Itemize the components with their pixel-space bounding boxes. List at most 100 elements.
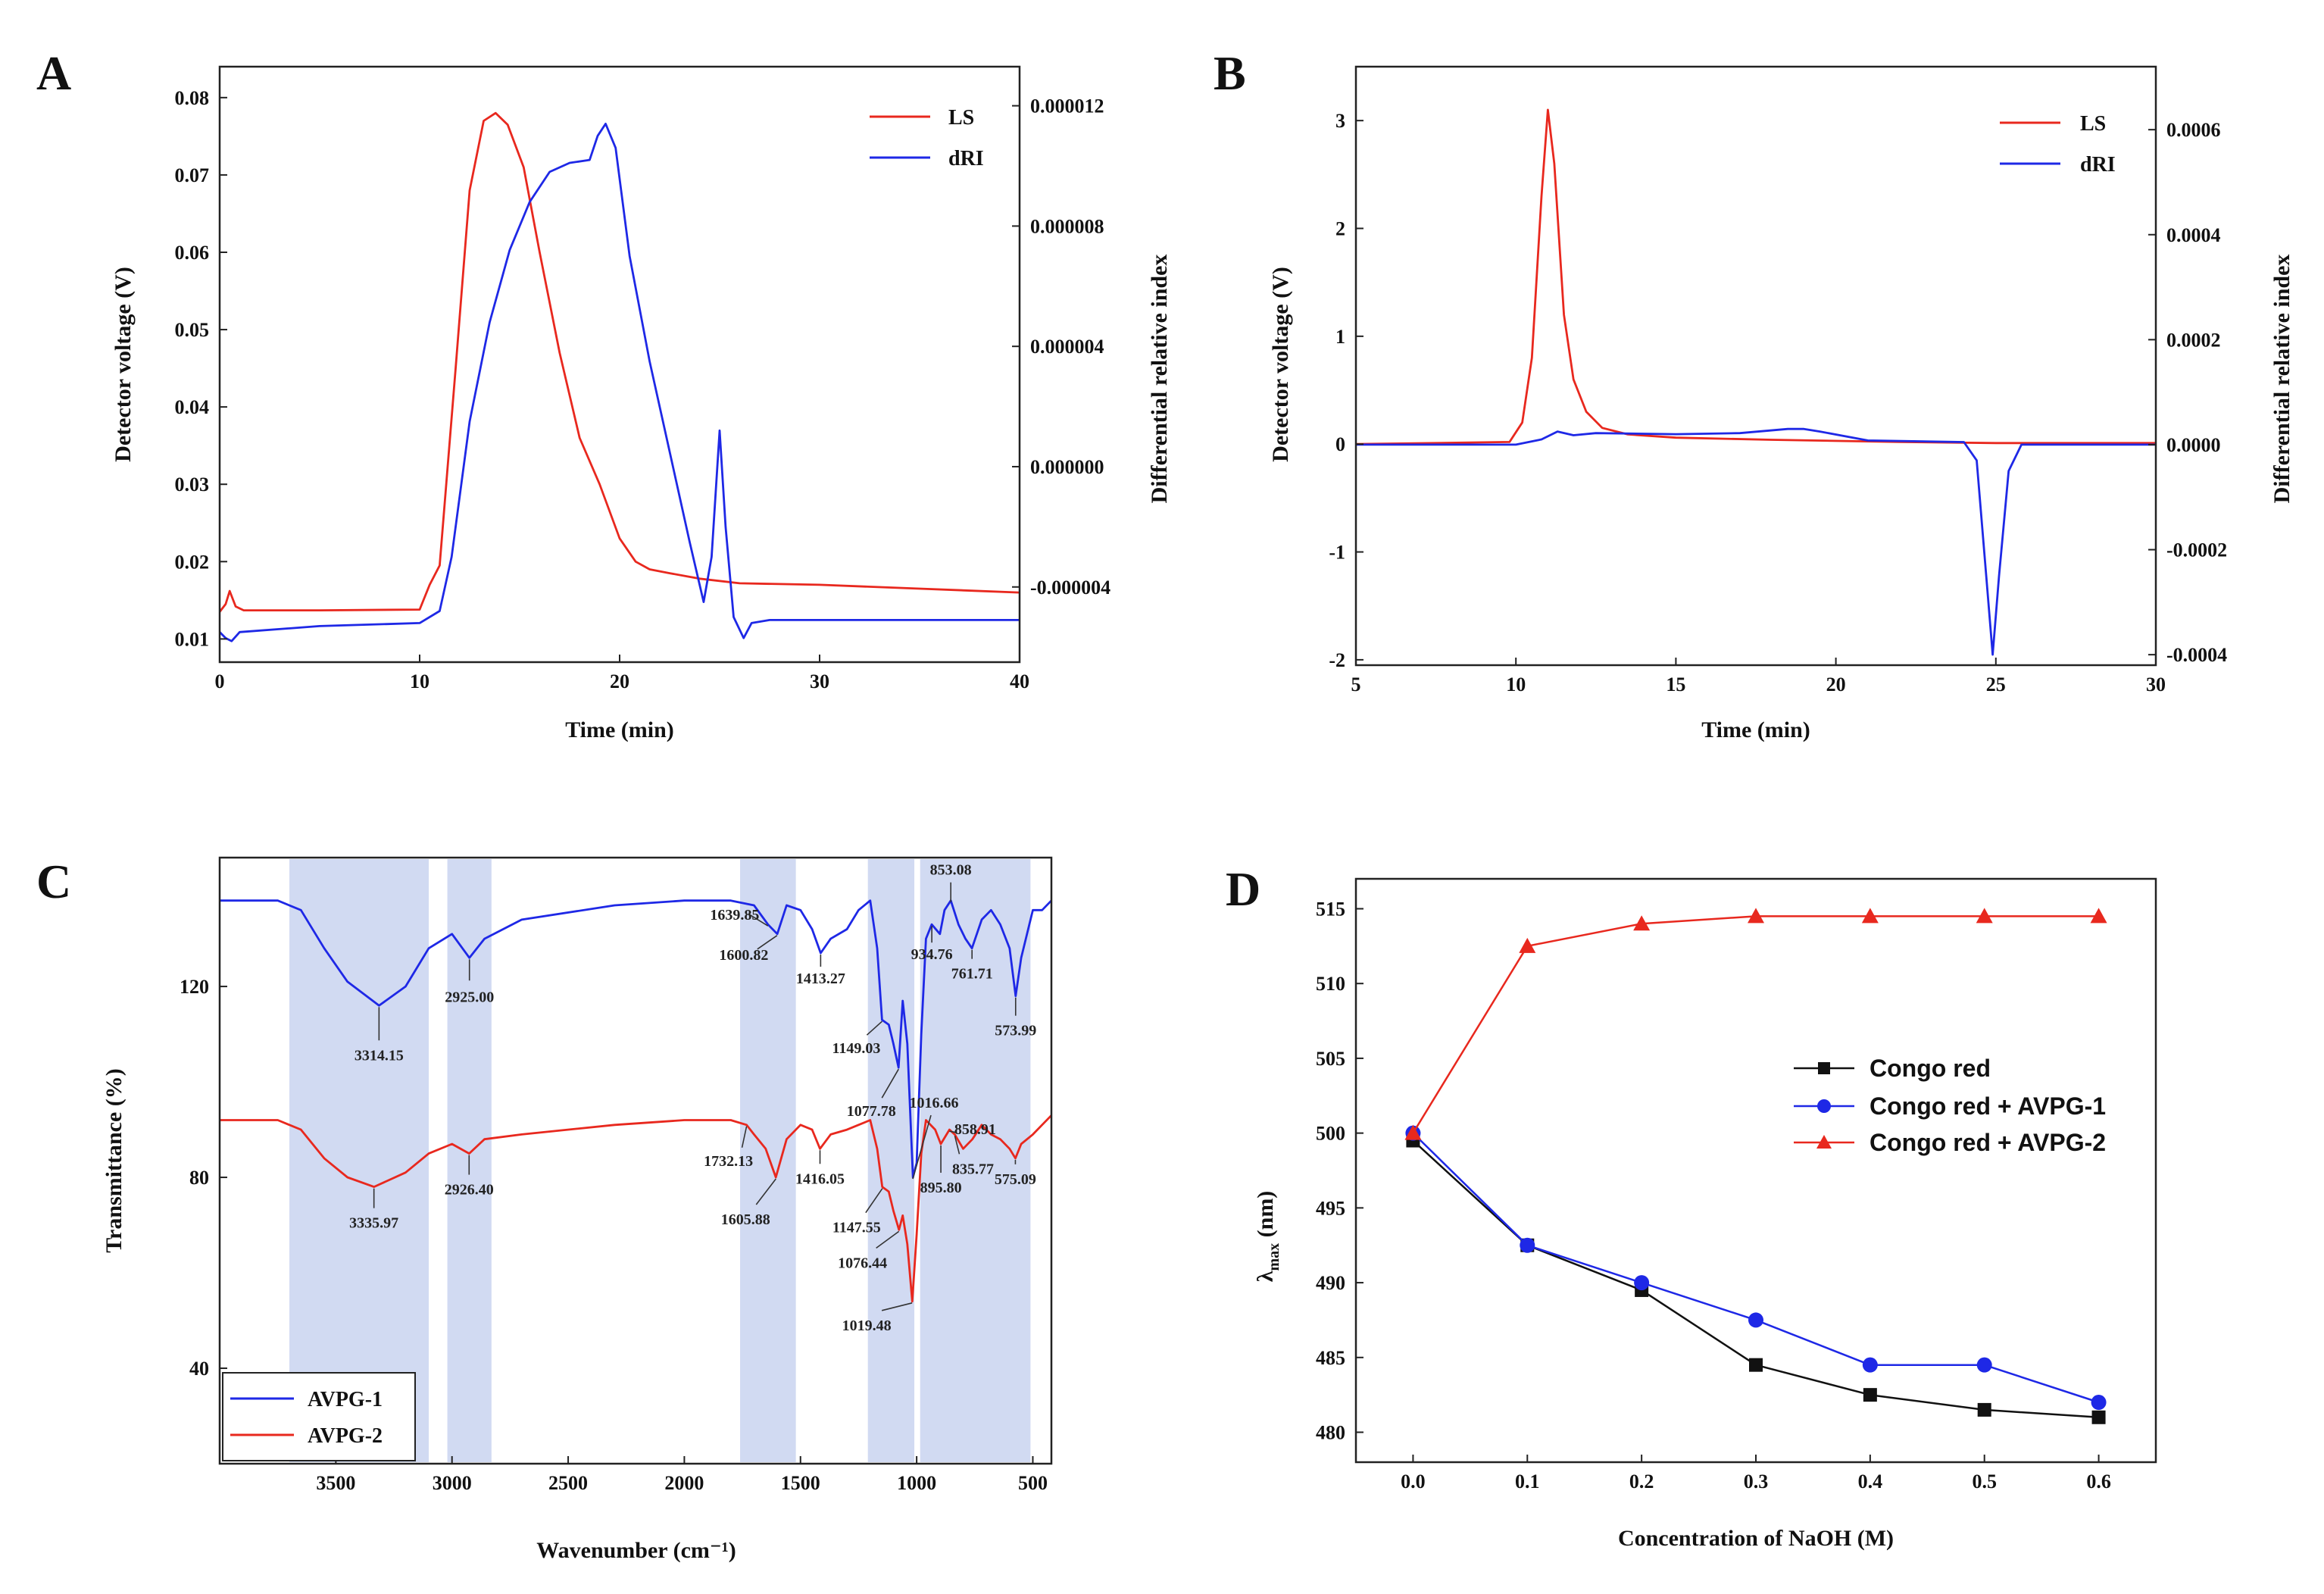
y-right-tick-label: -0.0002 (2166, 539, 2227, 561)
x-tick-label: 0 (215, 670, 225, 692)
y-tick-label: 515 (1316, 898, 1345, 920)
peak-leader-line (881, 1068, 899, 1099)
data-point-congo-red (1977, 1402, 1991, 1417)
y-tick-label: 2 (1335, 218, 1345, 240)
x-tick-label: 0.5 (1972, 1471, 1997, 1492)
y-tick-label: 1 (1335, 326, 1345, 348)
y-tick-label: 0.03 (175, 474, 210, 495)
peak-label: 573.99 (995, 1023, 1036, 1039)
x-axis-label: Wavenumber (cm⁻¹) (536, 1538, 736, 1563)
legend-label-dri: dRI (2080, 153, 2116, 177)
y-tick-label: 0.04 (175, 396, 210, 418)
peak-leader-line (949, 1130, 957, 1133)
peak-leader-line (881, 1302, 913, 1311)
legend-marker-avpg1 (1817, 1099, 1831, 1113)
x-axis-label: Concentration of NaOH (M) (1618, 1526, 1894, 1551)
panel-label-d: D (1226, 862, 1260, 916)
tick-layer: 0.0 0.1 0.2 0.3 0.4 0.5 0.6 480 485 490 495 500 505 5… (1316, 898, 2111, 1492)
y-right-tick-label: 0.0006 (2166, 119, 2221, 141)
plot-frame (1354, 65, 2157, 667)
shaded-band (867, 859, 915, 1462)
peak-label: 1147.55 (832, 1220, 881, 1236)
peak-label: 835.77 (952, 1161, 994, 1177)
legend: LS dRI (870, 106, 984, 170)
y-tick-label: 120 (180, 976, 209, 998)
peak-leader-line (757, 935, 778, 950)
peak-leader-line (865, 1188, 883, 1214)
peak-label: 761.71 (951, 966, 993, 983)
legend-label-dri: dRI (948, 147, 984, 170)
series-layer (1355, 108, 2156, 656)
data-point-congo-red (1863, 1388, 1877, 1402)
data-point-congo-red-avpg-1 (1634, 1275, 1650, 1291)
y-tick-label: 0 (1335, 433, 1345, 455)
y-tick-label: 80 (189, 1167, 209, 1189)
y-right-tick-label: -0.000004 (1030, 577, 1110, 599)
legend-marker-congo (1818, 1062, 1830, 1074)
y-tick-label: 510 (1316, 973, 1345, 995)
y-axis-right-label: Differential relative index (1147, 255, 1172, 504)
y-right-tick-label: 0.0004 (2166, 224, 2221, 246)
peak-label: 1076.44 (838, 1255, 887, 1271)
peak-label: 934.76 (911, 946, 953, 963)
data-point-congo-red-avpg-2 (1748, 908, 1764, 924)
peak-label: 895.80 (920, 1180, 962, 1196)
series-line-ls (218, 111, 1020, 613)
peak-label: 3314.15 (355, 1047, 404, 1064)
peak-label: 1016.66 (910, 1095, 959, 1111)
legend-box (222, 1372, 416, 1461)
data-point-congo-red (1749, 1358, 1763, 1372)
peak-leader-line (741, 1126, 748, 1148)
data-point-congo-red-avpg-2 (1976, 908, 1993, 924)
data-point-congo-red-avpg-2 (1404, 1124, 1422, 1140)
y-right-tick-label: 0.0002 (2166, 329, 2221, 351)
legend-marker-avpg2 (1816, 1135, 1832, 1149)
series-line-dri (1356, 427, 2156, 656)
legend-label-avpg1: Congo red + AVPG-1 (1870, 1092, 2106, 1120)
x-tick-label: 25 (1986, 674, 2006, 695)
y-tick-label: 0.05 (175, 319, 210, 341)
peak-label: 1019.48 (842, 1317, 892, 1334)
x-tick-label: 30 (2146, 674, 2166, 695)
y-axis-label-main: λ (1253, 1271, 1278, 1282)
x-tick-label: 0.1 (1515, 1471, 1540, 1492)
y-right-tick-label: -0.0004 (2166, 644, 2227, 666)
legend-label-ls: LS (948, 106, 974, 130)
peak-label: 858.91 (954, 1121, 996, 1138)
x-tick-label: 20 (1826, 674, 1846, 695)
peak-leader-line (876, 1230, 900, 1249)
shaded-band (920, 859, 1031, 1462)
y-right-tick-label: 0.000012 (1030, 95, 1104, 117)
peak-label: 1639.85 (710, 907, 759, 924)
data-point-congo-red-avpg-1 (1520, 1237, 1535, 1253)
y-tick-label: 3 (1335, 110, 1345, 132)
annotation-layer: 3314.15 2925.00 1639.85 1600.82 1413.27 1149.… (349, 862, 1036, 1334)
y-right-tick-label: 0.0000 (2166, 434, 2221, 456)
data-point-congo-red-avpg-2 (1861, 908, 1879, 924)
x-tick-label: 10 (410, 670, 430, 692)
plot-frame (218, 856, 1053, 1465)
y-axis-label-sub: max (1266, 1243, 1282, 1271)
legend-label-ls: LS (2080, 112, 2106, 136)
y-tick-label: 480 (1316, 1422, 1345, 1444)
y-tick-label: 0.06 (175, 242, 210, 264)
legend-label-avpg2: AVPG-2 (308, 1424, 383, 1448)
peak-label: 1600.82 (719, 947, 768, 964)
x-tick-label: 0.3 (1744, 1471, 1769, 1492)
peak-leader-line (748, 913, 769, 927)
x-tick-label: 40 (1010, 670, 1029, 692)
x-tick-label: 0.0 (1401, 1471, 1426, 1492)
x-tick-label: 10 (1506, 674, 1526, 695)
chart-b: 5 10 15 20 25 30 -2 -1 0 1 2 3 -0.0004 -0.0002 0.0000 0… (1268, 65, 2294, 742)
peak-leader-line (866, 1020, 882, 1036)
legend-label-congo: Congo red (1870, 1055, 1991, 1082)
y-axis-label: Detector voltage (V) (111, 267, 136, 462)
x-tick-label: 15 (1666, 674, 1685, 695)
y-right-tick-label: 0.000000 (1030, 456, 1104, 478)
peak-label: 1413.27 (796, 970, 845, 987)
series-line-ls (1355, 108, 2156, 445)
y-tick-label: 490 (1316, 1272, 1345, 1294)
y-tick-label: 0.01 (175, 628, 210, 650)
chart-d: 0.0 0.1 0.2 0.3 0.4 0.5 0.6 480 485 490 495 500 505 5… (1253, 877, 2157, 1551)
